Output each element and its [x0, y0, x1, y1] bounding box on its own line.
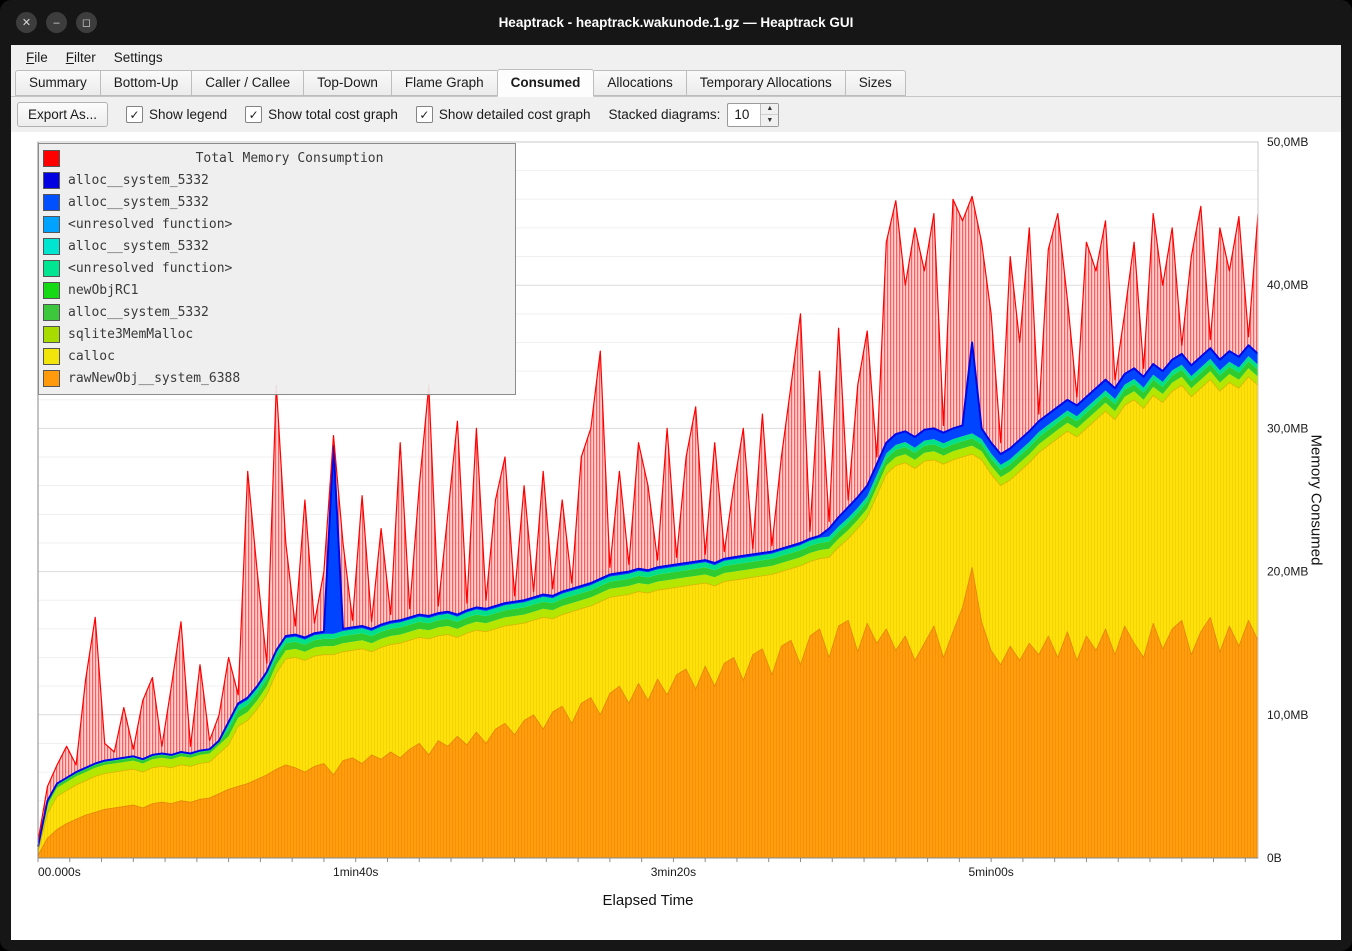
- close-button[interactable]: ✕: [16, 12, 37, 33]
- svg-text:0B: 0B: [1267, 851, 1282, 865]
- tab-allocations[interactable]: Allocations: [594, 70, 686, 96]
- checkbox-box[interactable]: ✓: [126, 106, 144, 123]
- legend-entry: sqlite3MemMalloc: [43, 323, 511, 345]
- spinbox-arrows: ▲ ▼: [760, 103, 779, 126]
- legend-entry: alloc__system_5332: [43, 191, 511, 213]
- legend-label: alloc__system_5332: [68, 304, 209, 320]
- y-axis-title: Memory Consumed: [1307, 434, 1325, 566]
- legend-swatch: [43, 193, 60, 211]
- legend-label: alloc__system_5332: [68, 172, 209, 188]
- menu-settings[interactable]: Settings: [113, 49, 163, 65]
- chart-tick-labels: 0B 10,0MB 20,0MB 30,0MB 40,0MB 50,0MB 00.000s 1…: [38, 135, 1308, 879]
- legend-label: alloc__system_5332: [68, 238, 209, 254]
- legend-swatch: [43, 171, 60, 189]
- tab-summary[interactable]: Summary: [15, 70, 100, 96]
- svg-text:20,0MB: 20,0MB: [1267, 565, 1308, 579]
- stacked-diagrams-spinbox[interactable]: 10 ▲ ▼: [727, 102, 780, 127]
- chart-area: 0B 10,0MB 20,0MB 30,0MB 40,0MB 50,0MB 00.000s 1…: [11, 132, 1341, 940]
- app-area: File Filter Settings Summary Bottom-Up Calle…: [11, 45, 1341, 940]
- legend-entry: alloc__system_5332: [43, 301, 511, 323]
- legend-entry: alloc__system_5332: [43, 235, 511, 257]
- legend-swatch: [43, 215, 60, 233]
- legend-label: sqlite3MemMalloc: [68, 326, 194, 342]
- tab-caller-callee[interactable]: Caller / Callee: [191, 70, 304, 96]
- chart-legend: Total Memory Consumption alloc__system_53…: [38, 143, 516, 395]
- checkbox-box[interactable]: ✓: [245, 106, 263, 123]
- tab-flame-graph[interactable]: Flame Graph: [390, 70, 497, 96]
- tab-temporary-allocations[interactable]: Temporary Allocations: [685, 70, 845, 96]
- stacked-diagrams-control: Stacked diagrams: 10 ▲ ▼: [608, 102, 780, 127]
- chart-stacked-areas: [37, 195, 1259, 858]
- checkbox-show-total-cost-graph[interactable]: ✓ Show total cost graph: [245, 106, 398, 123]
- stacked-diagrams-value[interactable]: 10: [734, 107, 750, 122]
- spin-down-button[interactable]: ▼: [761, 115, 779, 126]
- x-axis-title: Elapsed Time: [602, 892, 694, 909]
- legend-entry: newObjRC1: [43, 279, 511, 301]
- tab-bottom-up[interactable]: Bottom-Up: [99, 70, 192, 96]
- legend-total-swatch: [43, 149, 60, 167]
- checkbox-box[interactable]: ✓: [415, 106, 433, 123]
- svg-text:50,0MB: 50,0MB: [1267, 135, 1308, 149]
- window-title: Heaptrack - heaptrack.wakunode.1.gz — He…: [498, 15, 854, 30]
- window-controls: ✕ – ◻: [16, 12, 97, 33]
- toolbar: Export As... ✓ Show legend ✓ Show total cos…: [11, 97, 1341, 132]
- legend-entry: rawNewObj__system_6388: [43, 367, 511, 389]
- svg-text:40,0MB: 40,0MB: [1267, 278, 1308, 292]
- legend-swatch: [43, 237, 60, 255]
- legend-entry: <unresolved function>: [43, 257, 511, 279]
- checkbox-label: Show detailed cost graph: [438, 107, 591, 122]
- stacked-diagrams-label: Stacked diagrams:: [608, 107, 721, 122]
- legend-entry: <unresolved function>: [43, 213, 511, 235]
- checkbox-group: ✓ Show legend ✓ Show total cost graph ✓ Show …: [126, 106, 591, 123]
- svg-text:30,0MB: 30,0MB: [1267, 421, 1308, 435]
- legend-label: alloc__system_5332: [68, 194, 209, 210]
- spin-up-button[interactable]: ▲: [761, 103, 779, 115]
- tab-bar: Summary Bottom-Up Caller / Callee Top-Down F…: [11, 69, 1341, 97]
- memory-consumption-chart[interactable]: 0B 10,0MB 20,0MB 30,0MB 40,0MB 50,0MB 00.000s 1…: [11, 132, 1341, 940]
- maximize-button[interactable]: ◻: [76, 12, 97, 33]
- menu-bar: File Filter Settings: [11, 45, 1341, 69]
- legend-swatch: [43, 325, 60, 343]
- checkbox-show-detailed-cost-graph[interactable]: ✓ Show detailed cost graph: [415, 106, 591, 123]
- minimize-button[interactable]: –: [46, 12, 67, 33]
- tab-consumed[interactable]: Consumed: [496, 69, 595, 97]
- export-as-button[interactable]: Export As...: [17, 102, 109, 127]
- legend-title-row: Total Memory Consumption: [43, 147, 511, 169]
- svg-text:3min20s: 3min20s: [651, 865, 696, 879]
- legend-swatch: [43, 303, 60, 321]
- legend-swatch: [43, 347, 60, 365]
- svg-text:1min40s: 1min40s: [333, 865, 378, 879]
- checkbox-label: Show legend: [149, 107, 228, 122]
- legend-label: newObjRC1: [68, 282, 139, 298]
- legend-title: Total Memory Consumption: [195, 150, 384, 166]
- tab-sizes[interactable]: Sizes: [844, 70, 906, 96]
- menu-filter[interactable]: Filter: [65, 49, 96, 65]
- tab-top-down[interactable]: Top-Down: [303, 70, 391, 96]
- legend-entry: calloc: [43, 345, 511, 367]
- legend-label: <unresolved function>: [68, 216, 233, 232]
- legend-label: <unresolved function>: [68, 260, 233, 276]
- checkbox-label: Show total cost graph: [268, 107, 398, 122]
- svg-text:5min00s: 5min00s: [968, 865, 1013, 879]
- svg-text:00.000s: 00.000s: [38, 865, 81, 879]
- legend-entry: alloc__system_5332: [43, 169, 511, 191]
- legend-swatch: [43, 259, 60, 277]
- legend-label: rawNewObj__system_6388: [68, 370, 241, 386]
- checkbox-show-legend[interactable]: ✓ Show legend: [126, 106, 227, 123]
- menu-file[interactable]: File: [26, 49, 48, 65]
- svg-text:10,0MB: 10,0MB: [1267, 708, 1308, 722]
- legend-swatch: [43, 281, 60, 299]
- title-bar[interactable]: ✕ – ◻ Heaptrack - heaptrack.wakunode.1.gz …: [0, 0, 1352, 45]
- legend-label: calloc: [68, 348, 115, 364]
- legend-swatch: [43, 369, 60, 387]
